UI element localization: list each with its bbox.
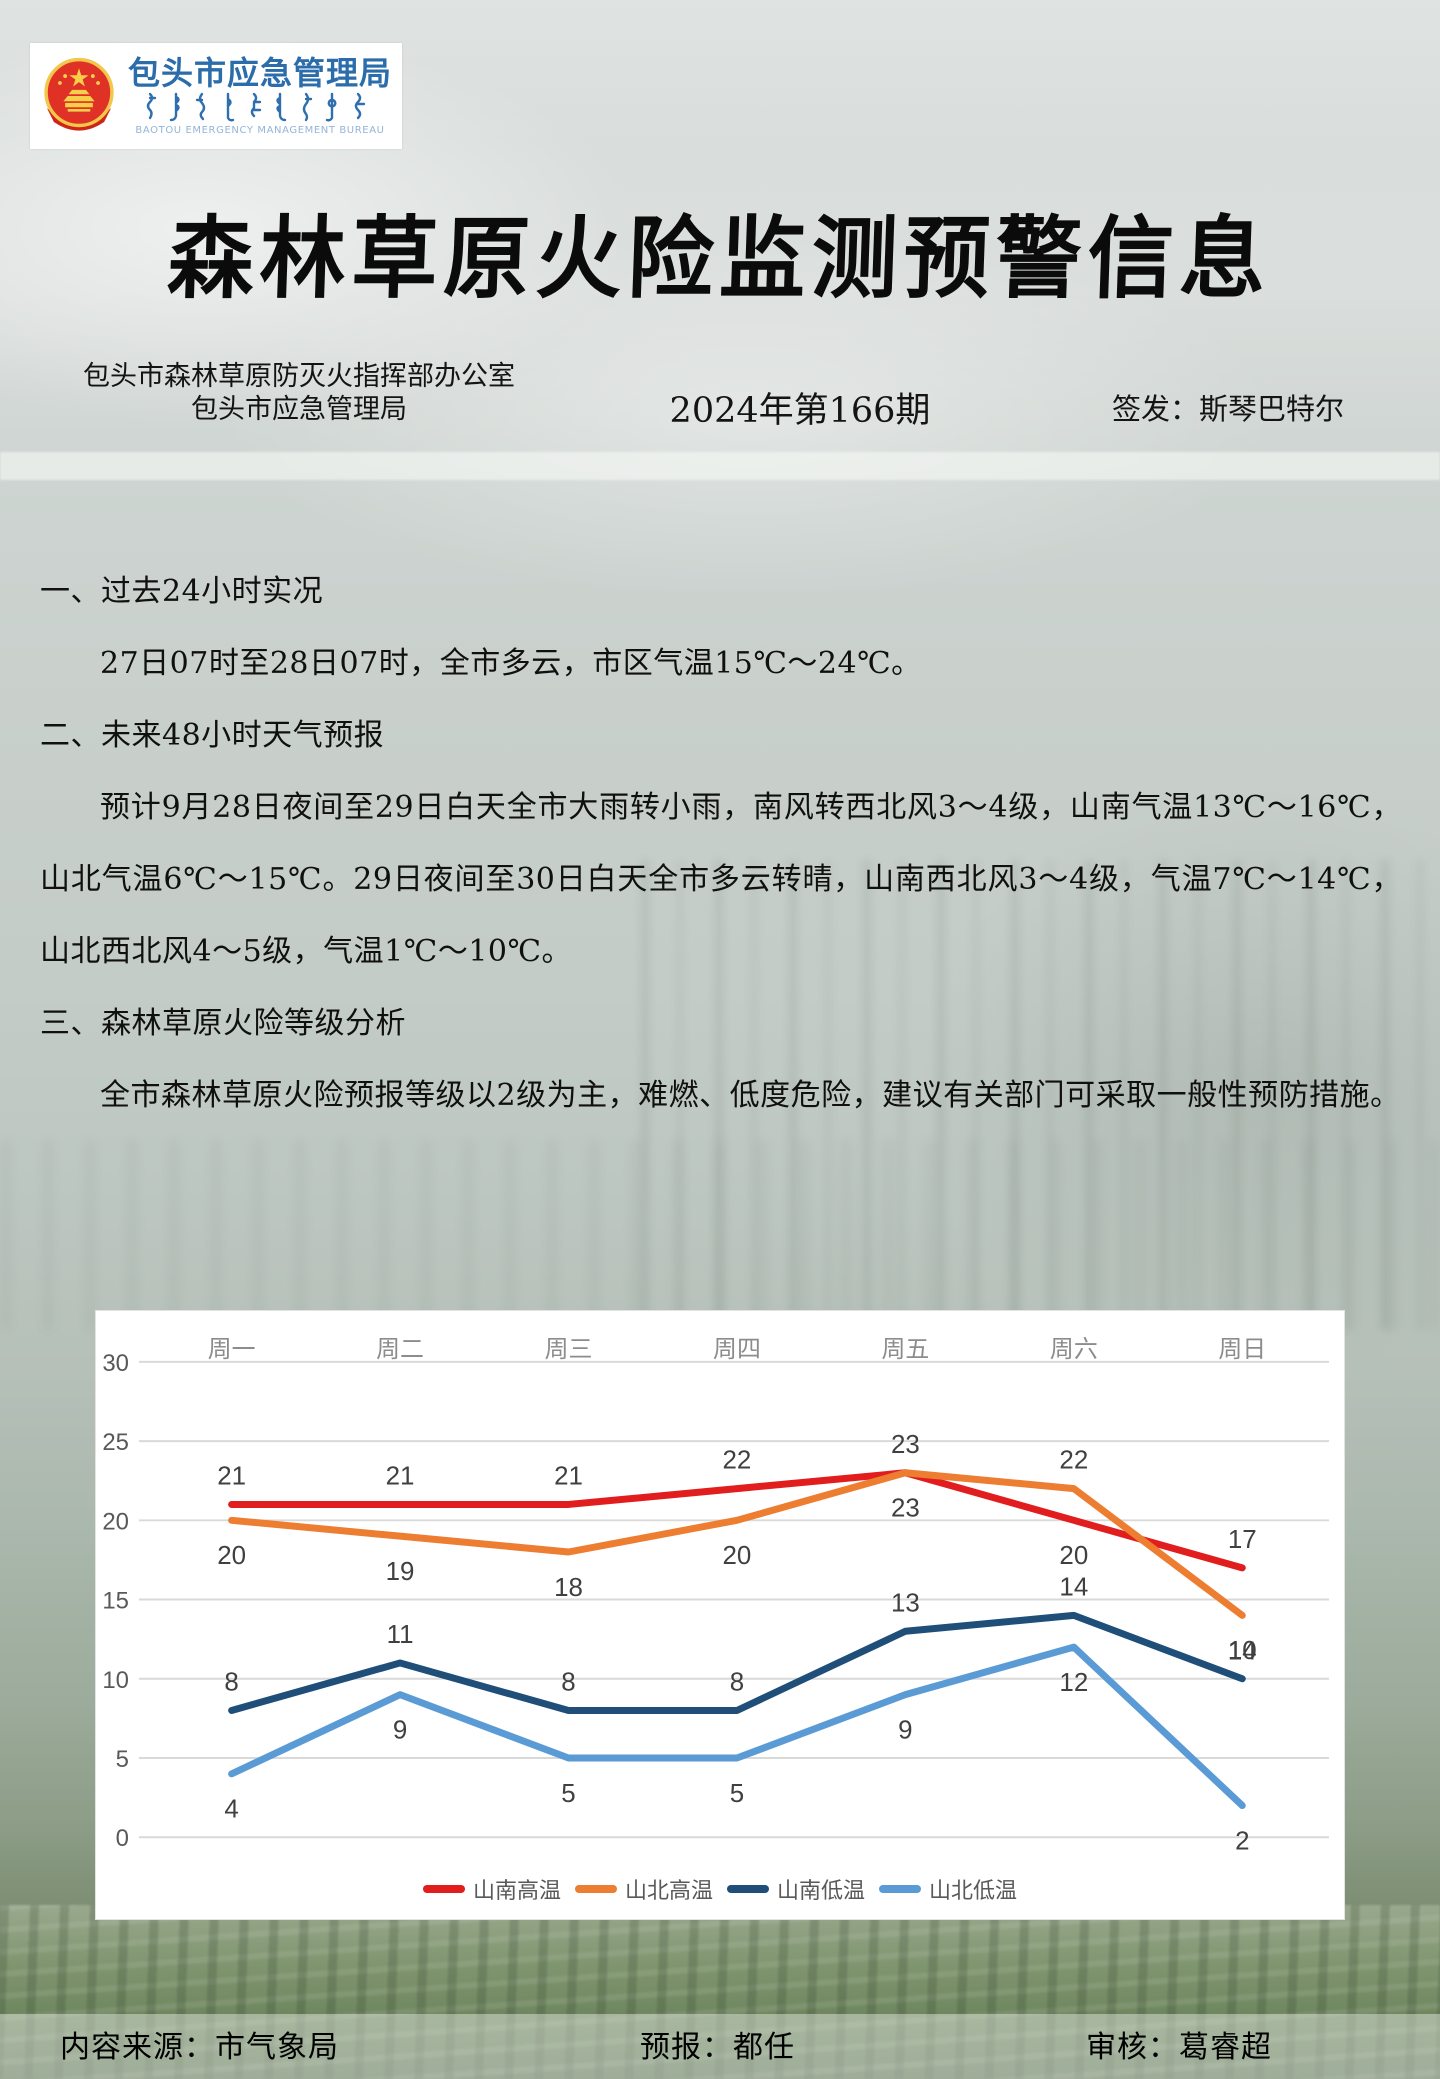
point-label: 5 (730, 1780, 744, 1808)
category-label: 周一 (208, 1336, 256, 1363)
legend-item-3: 山北低温 (879, 1873, 1017, 1905)
point-label: 23 (891, 1495, 920, 1523)
legend-item-2: 山南低温 (727, 1873, 865, 1905)
category-label: 周二 (376, 1336, 424, 1363)
point-label: 17 (1228, 1526, 1257, 1554)
point-label: 5 (561, 1780, 575, 1808)
point-label: 22 (723, 1447, 752, 1475)
background-light-stripe (0, 452, 1440, 480)
point-label: 11 (387, 1621, 414, 1649)
category-label: 周五 (881, 1336, 929, 1363)
point-label: 14 (1228, 1637, 1257, 1665)
legend-item-1: 山北高温 (574, 1873, 713, 1905)
legend-label: 山南高温 (472, 1879, 561, 1904)
y-tick-label: 0 (116, 1825, 129, 1852)
legend-label: 山南低温 (777, 1879, 866, 1904)
issue-number: 2024年第166期 (669, 391, 931, 431)
point-label: 22 (1059, 1447, 1088, 1475)
issuer-line1: 包头市森林草原防灭火指挥部办公室 (83, 361, 515, 392)
body-content: 一、过去24小时实况 27日07时至28日07时，全市多云，市区气温15℃～24… (40, 556, 1402, 1132)
y-tick-label: 5 (116, 1746, 129, 1773)
point-label: 21 (217, 1463, 246, 1491)
background-tree-silhouettes-lower (0, 1140, 1440, 1330)
point-label: 8 (224, 1669, 238, 1697)
y-tick-label: 20 (102, 1508, 129, 1535)
footer: 内容来源：市气象局 预报：都任 审核：葛睿超 (0, 2022, 1440, 2072)
section-1-heading: 一、过去24小时实况 (40, 574, 324, 609)
point-label: 19 (386, 1558, 415, 1586)
point-label: 2 (1235, 1827, 1249, 1855)
agency-name-en: BAOTOU EMERGENCY MANAGEMENT BUREAU (135, 124, 385, 136)
section-2-text: 预计9月28日夜间至29日白天全市大雨转小雨，南风转西北风3～4级，山南气温13… (40, 790, 1402, 969)
legend-swatch (879, 1885, 922, 1893)
point-label: 20 (217, 1542, 246, 1570)
chart-legend: 山南高温 山北高温 山南低温 山北低温 (96, 1873, 1344, 1905)
point-label: 9 (898, 1716, 912, 1744)
category-label: 周日 (1218, 1336, 1266, 1363)
series-line-2 (228, 1611, 1246, 1714)
y-tick-label: 25 (102, 1429, 129, 1456)
section-3-text: 全市森林草原火险预报等级以2级为主，难燃、低度危险，建议有关部门可采取一般性预防… (100, 1078, 1401, 1113)
point-label: 23 (891, 1431, 920, 1459)
point-label: 4 (224, 1796, 238, 1824)
point-label: 8 (561, 1669, 575, 1697)
section-2-heading: 二、未来48小时天气预报 (40, 718, 385, 753)
point-label: 21 (554, 1463, 583, 1491)
issue-info: 包头市森林草原防灭火指挥部办公室 包头市应急管理局 2024年第166期 签发：… (0, 356, 1440, 452)
section-3-heading: 三、森林草原火险等级分析 (40, 1006, 406, 1041)
temperature-chart-panel: 0 5 10 15 20 25 30 周一 周二 周三 周四 周五 周六 周日 21 20 21 19 21 18 22… (95, 1310, 1345, 1920)
footer-forecaster: 预报：都任 (640, 2030, 795, 2065)
bulletin-title: 森林草原火险监测预警信息 (165, 206, 1274, 312)
point-label: 20 (723, 1542, 752, 1570)
point-label: 13 (891, 1589, 920, 1617)
footer-band (0, 2014, 1440, 2079)
mongolian-script-icon (146, 92, 366, 122)
y-tick-label: 30 (102, 1350, 129, 1377)
series-line-3 (228, 1643, 1246, 1810)
point-label: 9 (393, 1716, 407, 1744)
footer-reviewer: 审核：葛睿超 (1086, 2030, 1272, 2065)
category-label: 周六 (1050, 1336, 1098, 1363)
legend-swatch (727, 1885, 769, 1893)
national-emblem-icon (44, 57, 114, 131)
legend-swatch (574, 1885, 617, 1893)
point-label: 18 (554, 1574, 583, 1602)
series-line-0 (228, 1469, 1246, 1572)
agency-name-cn: 包头市应急管理局 (127, 54, 392, 93)
point-label: 21 (386, 1463, 415, 1491)
point-label: 12 (1059, 1669, 1088, 1697)
issuer-office: 包头市森林草原防灭火指挥部办公室 包头市应急管理局 (10, 360, 588, 426)
agency-logo: 包头市应急管理局 BAOTOU EMERGENCY MANAGEMENT BUR… (30, 43, 402, 149)
point-label: 20 (1059, 1542, 1088, 1570)
legend-item-0: 山南高温 (422, 1873, 561, 1905)
legend-label: 山北高温 (624, 1879, 713, 1904)
issuer-line2: 包头市应急管理局 (191, 394, 407, 425)
y-tick-label: 15 (102, 1588, 129, 1615)
category-label: 周三 (545, 1336, 593, 1363)
logo-text: 包头市应急管理局 BAOTOU EMERGENCY MANAGEMENT BUR… (127, 54, 392, 136)
signer: 签发：斯琴巴特尔 (1112, 392, 1345, 426)
point-label: 8 (730, 1669, 744, 1697)
section-1-text: 27日07时至28日07时，全市多云，市区气温15℃～24℃。 (100, 646, 922, 681)
category-label: 周四 (713, 1336, 761, 1363)
point-label: 14 (1059, 1573, 1088, 1601)
y-tick-label: 10 (102, 1667, 129, 1694)
legend-swatch (422, 1885, 465, 1893)
footer-source: 内容来源：市气象局 (60, 2030, 339, 2065)
series-line-1 (228, 1469, 1246, 1619)
legend-label: 山北低温 (929, 1879, 1018, 1904)
point-label: 10 (1228, 1637, 1257, 1665)
